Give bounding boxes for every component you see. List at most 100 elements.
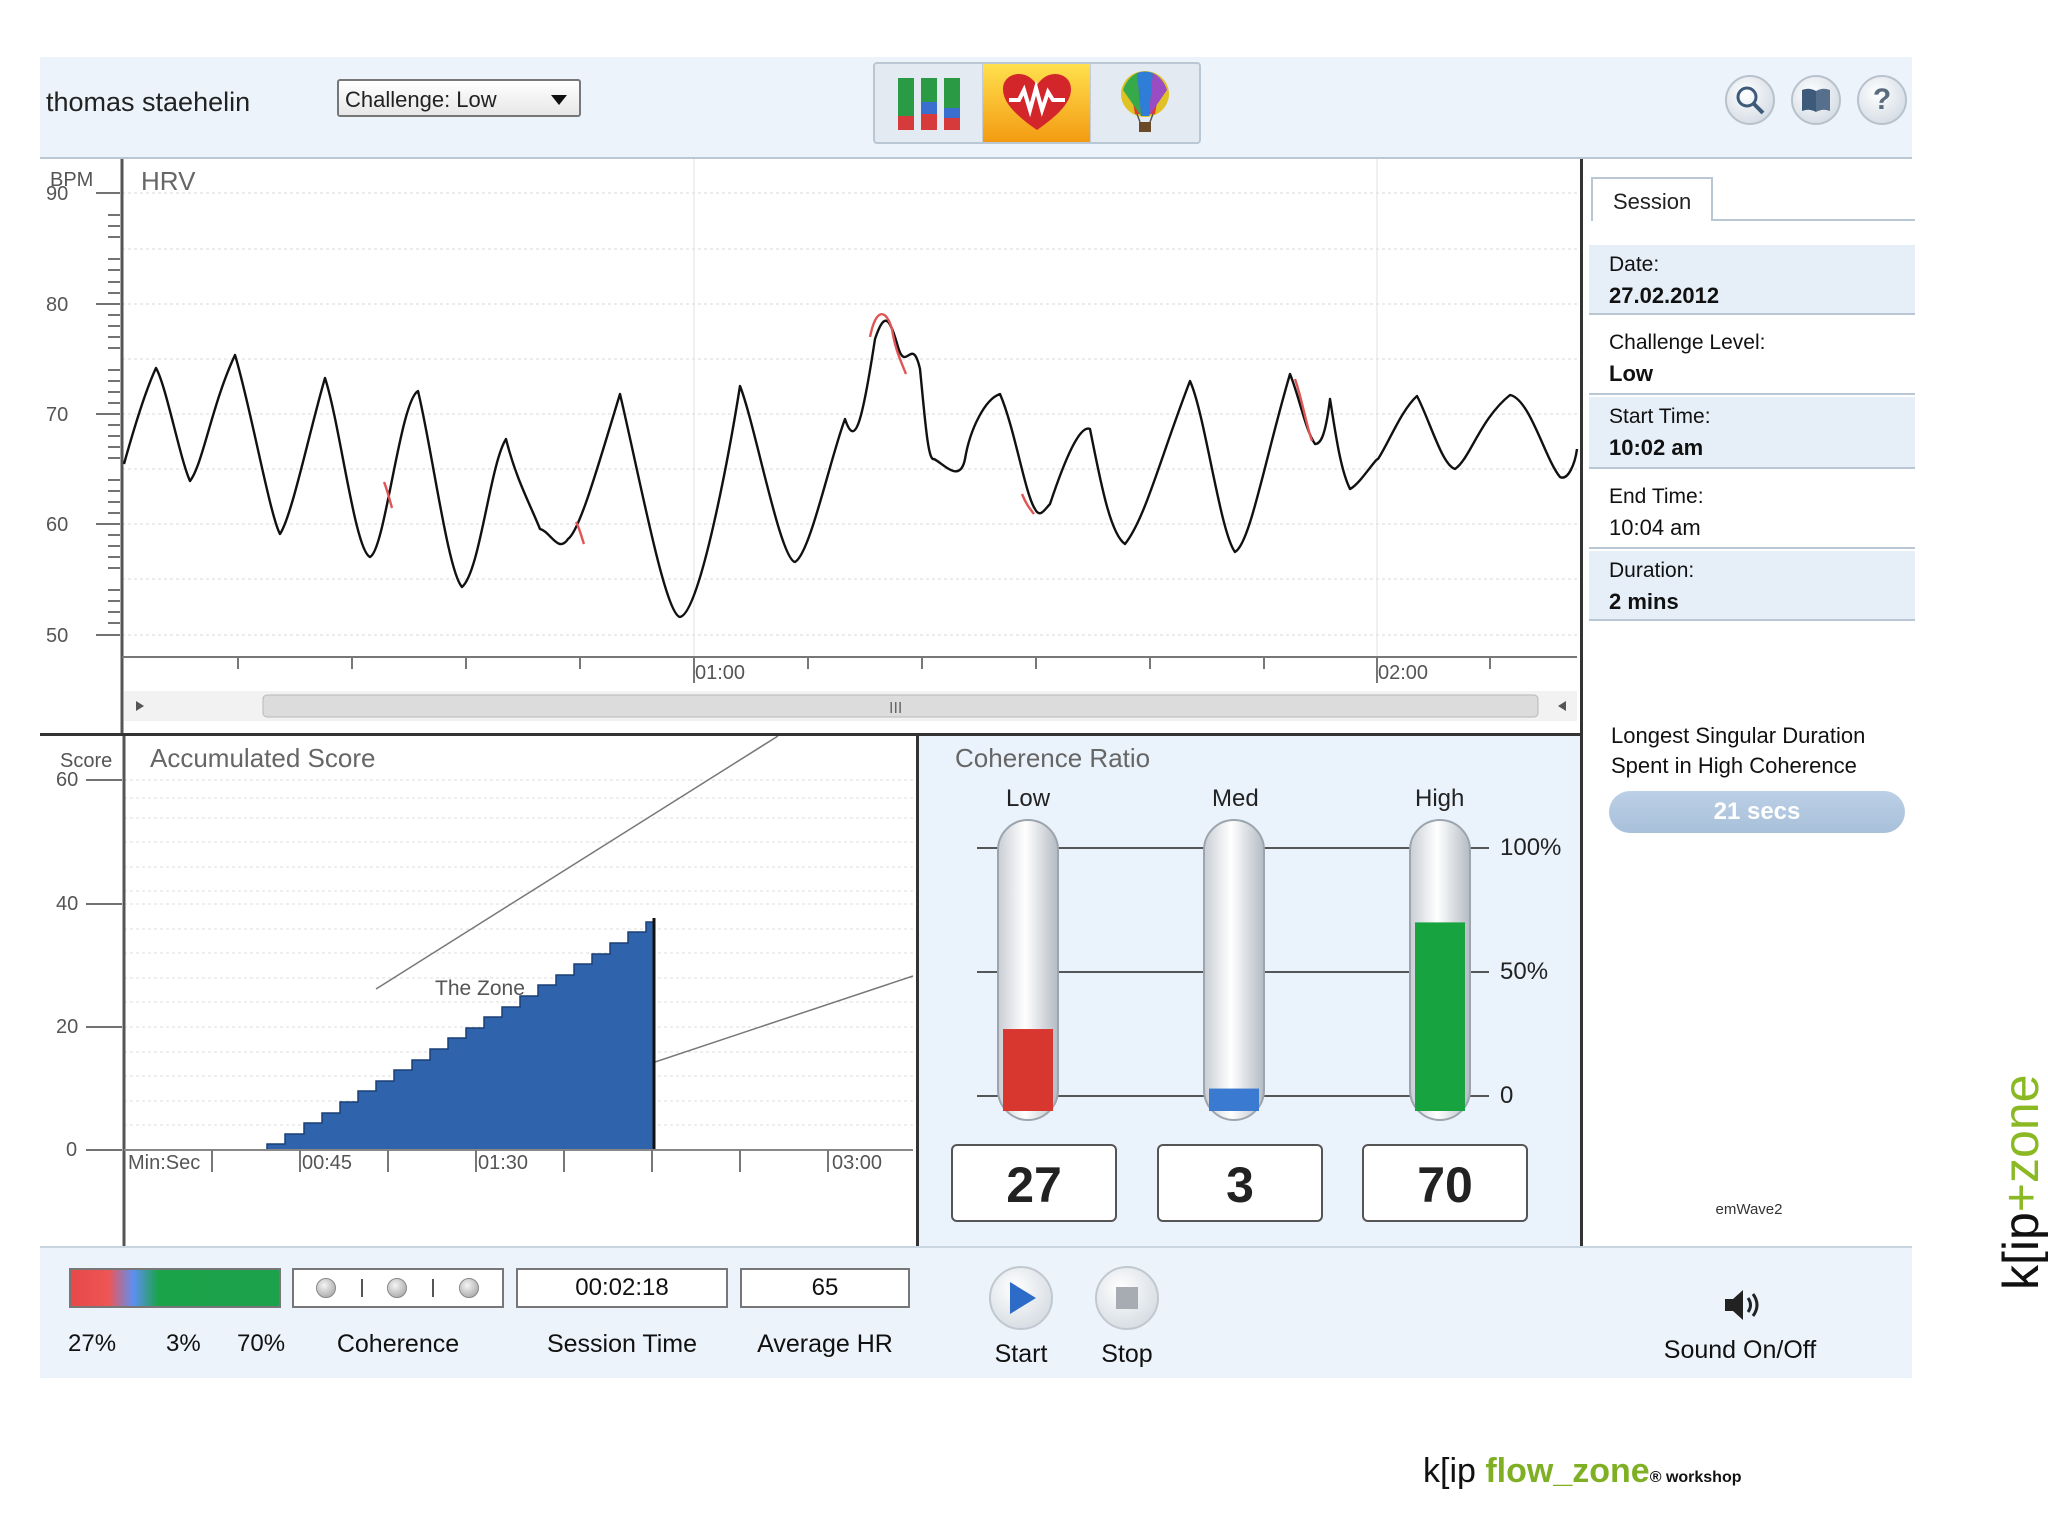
score-x-tick: 01:30 [478, 1152, 528, 1174]
score-x-tick: 00:45 [302, 1152, 352, 1174]
score-title: Accumulated Score [150, 743, 375, 773]
score-area [266, 921, 655, 1151]
mode-switcher [873, 62, 1201, 144]
coherence-column-label: Low [1006, 785, 1051, 812]
coherence-scale: 50% [1500, 958, 1548, 985]
longest-duration-value: 21 secs [1609, 791, 1905, 833]
score-y-tick: 40 [56, 893, 78, 915]
session-end-row: End Time: 10:04 am [1589, 471, 1915, 549]
hrv-y-unit: BPM [50, 169, 93, 191]
session-time-caption: Session Time [546, 1330, 698, 1358]
coherence-low-fill [1003, 1029, 1053, 1111]
coherence-caption: Coherence [336, 1330, 460, 1358]
accumulated-score-panel: Score 60 40 20 0 Accumulated Score The Z… [40, 735, 919, 1246]
device-label: emWave2 [1715, 1201, 1783, 1218]
pct-high: 70% [237, 1330, 286, 1357]
coherence-ratio-chart: Coherence Ratio 100% 50% 0 Low Med High [955, 743, 1561, 1121]
indicator-separator [361, 1279, 363, 1297]
coherence-med-fill [1209, 1088, 1259, 1111]
coherence-med-value: 3 [1157, 1144, 1323, 1222]
stop-icon [1116, 1287, 1138, 1309]
scroll-grip: III [889, 700, 902, 717]
indicator-separator [432, 1279, 434, 1297]
session-start-label: Start Time: [1609, 405, 1711, 428]
hrv-x-tick: 01:00 [695, 662, 745, 684]
stop-button[interactable] [1095, 1266, 1159, 1330]
session-challenge-label: Challenge Level: [1609, 331, 1766, 354]
balloon-mode-icon [1121, 71, 1169, 132]
coherence-high-fill [1415, 922, 1465, 1111]
hrv-y-tick: 60 [46, 514, 68, 536]
session-duration-label: Duration: [1609, 559, 1695, 582]
average-hr-value: 65 [740, 1268, 910, 1308]
coherence-low-gauge: Low [997, 785, 1059, 1121]
scroll-left-icon[interactable] [136, 701, 144, 711]
play-icon [1010, 1282, 1036, 1314]
coherence-column-label: High [1415, 785, 1464, 812]
stop-caption: Stop [1101, 1340, 1153, 1368]
session-end-value: 10:04 am [1609, 515, 1701, 540]
coherence-low-value: 27 [951, 1144, 1117, 1222]
hrv-y-tick: 50 [46, 625, 68, 647]
hrv-y-tick: 90 [46, 183, 68, 205]
hrv-y-tick: 80 [46, 294, 68, 316]
coherence-scale: 0 [1500, 1082, 1513, 1109]
coherence-dot-icon [316, 1278, 336, 1298]
session-time-value: 00:02:18 [516, 1268, 728, 1308]
hrv-title: HRV [141, 166, 196, 196]
bars-mode-button[interactable] [875, 64, 983, 142]
bottom-bar: 27% 3% 70% Coherence 00:02:18 Session Ti… [40, 1246, 1912, 1378]
balloon-mode-button[interactable] [1091, 64, 1199, 142]
book-button[interactable] [1791, 75, 1841, 125]
session-panel: Session Date: 27.02.2012 Challenge Level… [1580, 159, 1915, 1246]
session-start-value: 10:02 am [1609, 435, 1704, 460]
zone-label: The Zone [435, 977, 525, 1000]
vertical-brand-logo: k[ip+zone [1993, 1074, 2048, 1290]
score-x-tick: Min:Sec [128, 1152, 200, 1174]
coherence-scale: 100% [1500, 834, 1561, 861]
pct-med: 3% [166, 1330, 201, 1357]
help-button[interactable]: ? [1857, 75, 1907, 125]
coherence-title: Coherence Ratio [955, 743, 1150, 773]
challenge-label: Challenge: Low [345, 87, 497, 112]
search-icon [1736, 86, 1765, 115]
heart-mode-button[interactable] [983, 64, 1091, 142]
coherence-column-label: Med [1212, 785, 1259, 812]
scroll-thumb[interactable] [262, 694, 1539, 718]
hrv-waveform [122, 319, 1579, 619]
score-y-tick: 20 [56, 1016, 78, 1038]
coherence-med-gauge: Med [1203, 785, 1265, 1121]
username: thomas staehelin [46, 87, 251, 117]
hrv-scrollbar[interactable]: III [124, 691, 1577, 721]
coherence-dot-icon [387, 1278, 407, 1298]
session-duration-value: 2 mins [1609, 589, 1679, 614]
scroll-right-icon[interactable] [1558, 701, 1566, 711]
coherence-dot-icon [459, 1278, 479, 1298]
hrv-chart: BPM 90 80 70 60 50 HRV 01:00 [46, 159, 1579, 733]
pct-low: 27% [68, 1330, 117, 1357]
zone-lower-line [612, 975, 914, 1077]
challenge-dropdown[interactable]: Challenge: Low [337, 79, 581, 117]
coherence-color-bar [69, 1268, 281, 1308]
book-icon [1802, 88, 1830, 112]
tab-divider [1713, 219, 1915, 221]
sound-button[interactable] [1723, 1288, 1763, 1327]
bars-mode-icon [897, 78, 960, 130]
session-date-label: Date: [1609, 253, 1660, 276]
session-challenge-row: Challenge Level: Low [1589, 317, 1915, 395]
footer-brand-logo: k[ip flow_zone® workshop [1423, 1452, 1742, 1490]
session-start-row: Start Time: 10:02 am [1589, 397, 1915, 469]
session-duration-row: Duration: 2 mins [1589, 551, 1915, 621]
search-button[interactable] [1725, 75, 1775, 125]
tab-session[interactable]: Session [1591, 177, 1713, 221]
score-x-tick: 03:00 [832, 1152, 882, 1174]
coherence-high-gauge: High [1409, 785, 1471, 1121]
start-button[interactable] [989, 1266, 1053, 1330]
session-challenge-value: Low [1609, 361, 1653, 386]
session-end-label: End Time: [1609, 485, 1704, 508]
session-date-value: 27.02.2012 [1609, 283, 1720, 308]
start-caption: Start [994, 1340, 1048, 1368]
heart-mode-icon [1002, 74, 1071, 130]
coherence-high-value: 70 [1362, 1144, 1528, 1222]
top-bar: thomas staehelin Challenge: Low [40, 57, 1912, 159]
